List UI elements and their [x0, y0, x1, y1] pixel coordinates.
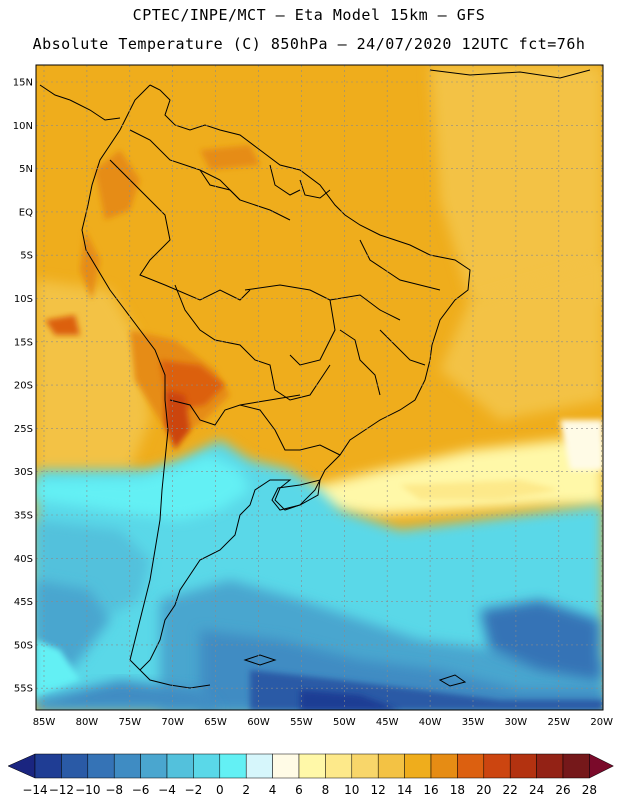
coastlines-and-borders	[39, 69, 591, 689]
colorbar-label: −10	[75, 783, 100, 797]
colorbar-swatch	[325, 753, 353, 779]
longitude-label: 55W	[290, 717, 313, 728]
colorbar-label: 22	[503, 783, 518, 797]
colorbar-label: 2	[242, 783, 250, 797]
colorbar-label: 16	[423, 783, 438, 797]
colorbar-swatch	[193, 753, 221, 779]
colorbar-label: −12	[49, 783, 74, 797]
colorbar-label: 26	[555, 783, 570, 797]
colorbar-label: −4	[158, 783, 176, 797]
colorbar-swatch	[509, 753, 537, 779]
colorbar-labels: −14 −12 −10 −8 −6 −4 −2 0 2 4 6 8 10 12 14 16 18 20 22 24 26…	[22, 783, 597, 797]
longitude-label: 60W	[247, 717, 270, 728]
colorbar-max-arrow	[589, 753, 614, 779]
latitude-label: 10S	[14, 294, 33, 305]
latitude-label: 35S	[14, 511, 33, 522]
longitude-label: 40W	[419, 717, 442, 728]
colorbar-swatch	[34, 753, 62, 779]
colorbar-label: 28	[582, 783, 597, 797]
colorbar-min-arrow	[7, 753, 36, 779]
colorbar-label: 6	[295, 783, 303, 797]
colorbar-label: 4	[269, 783, 277, 797]
longitude-label: 45W	[376, 717, 399, 728]
longitude-label: 80W	[76, 717, 99, 728]
colorbar-label: 8	[322, 783, 330, 797]
colorbar-swatch	[536, 753, 564, 779]
latitude-label: 15N	[13, 78, 33, 89]
colorbar-swatch	[87, 753, 115, 779]
colorbar-swatch	[298, 753, 326, 779]
latitude-label: 10N	[13, 121, 33, 132]
colorbar-label: −14	[22, 783, 47, 797]
longitude-label: 70W	[161, 717, 184, 728]
latitude-label: 5S	[20, 251, 33, 262]
colorbar-swatch	[166, 753, 194, 779]
colorbar-swatch	[219, 753, 247, 779]
longitude-label: 30W	[505, 717, 528, 728]
colorbar-swatch	[404, 753, 432, 779]
colorbar-swatch	[430, 753, 458, 779]
longitude-label: 25W	[547, 717, 570, 728]
longitude-label: 75W	[118, 717, 141, 728]
colorbar-label: 0	[216, 783, 224, 797]
latitude-label: 40S	[14, 554, 33, 565]
colorbar-swatch	[377, 753, 405, 779]
colorbar-swatch	[272, 753, 300, 779]
colorbar-swatch	[351, 753, 379, 779]
latitude-label: 30S	[14, 467, 33, 478]
longitude-label: 50W	[333, 717, 356, 728]
map-title-line1: CPTEC/INPE/MCT – Eta Model 15km – GFS	[132, 6, 486, 24]
map-frame	[35, 64, 604, 711]
colorbar-swatch	[113, 753, 141, 779]
colorbar-label: 18	[450, 783, 465, 797]
longitude-label: 20W	[590, 717, 613, 728]
colorbar-swatch	[140, 753, 168, 779]
latitude-label: 45S	[14, 597, 33, 608]
temperature-field	[36, 65, 603, 710]
map-title-line2: Absolute Temperature (C) 850hPa – 24/07/…	[32, 35, 586, 53]
latitude-label: 25S	[14, 424, 33, 435]
colorbar-label: 24	[529, 783, 544, 797]
colorbar-swatch	[457, 753, 485, 779]
longitude-label: 65W	[204, 717, 227, 728]
colorbar-label: 10	[344, 783, 359, 797]
longitude-label: 35W	[462, 717, 485, 728]
latitude-label: 20S	[14, 381, 33, 392]
colorbar-swatch	[61, 753, 89, 779]
latitude-label: 50S	[14, 640, 33, 651]
colorbar-label: −2	[185, 783, 203, 797]
latitude-label: EQ	[19, 207, 33, 218]
colorbar-label: −8	[105, 783, 123, 797]
colorbar-swatch	[483, 753, 511, 779]
colorbar-swatch	[245, 753, 273, 779]
longitude-labels: 85W 80W 75W 70W 65W 60W 55W 50W 45W 40W 35W 30W 25W 2…	[33, 717, 613, 728]
colorbar-label: −6	[132, 783, 150, 797]
colorbar	[7, 753, 614, 779]
colorbar-swatch	[562, 753, 590, 779]
latitude-labels: 15N 10N 5N EQ 5S 10S 15S 20S 25S 30S 35S 40S 45S 50S 5…	[13, 78, 33, 695]
latitude-label: 5N	[19, 164, 33, 175]
colorbar-label: 14	[397, 783, 412, 797]
latitude-label: 55S	[14, 684, 33, 695]
longitude-label: 85W	[33, 717, 56, 728]
colorbar-label: 20	[476, 783, 491, 797]
colorbar-label: 12	[371, 783, 386, 797]
latitude-label: 15S	[14, 337, 33, 348]
